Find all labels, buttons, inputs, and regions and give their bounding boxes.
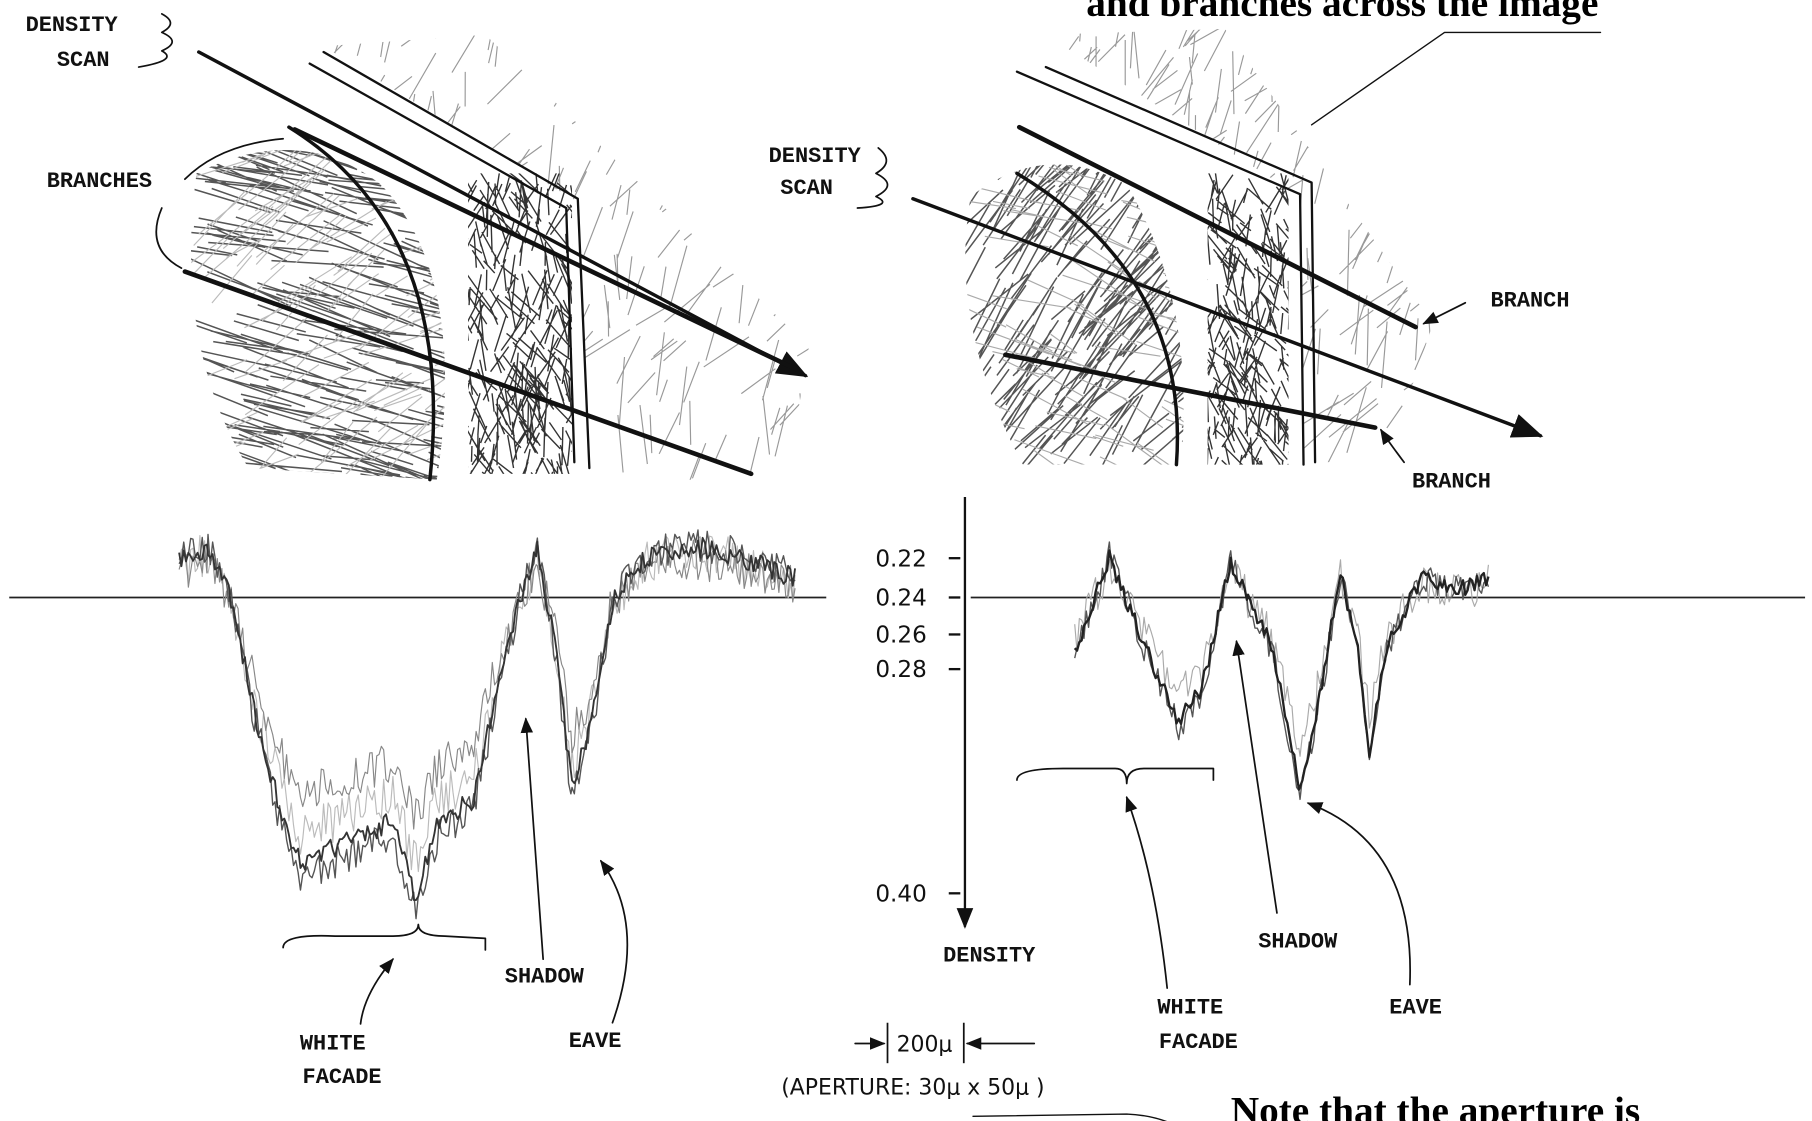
trace [179,536,795,872]
squiggle [139,14,173,67]
trace [179,538,795,900]
label: BRANCH [1412,470,1491,495]
label: WHITE [300,1031,366,1056]
label: EAVE [1389,996,1442,1021]
tick-label: 0.26 [875,623,926,649]
underline [973,1114,1179,1121]
trace [179,530,795,919]
tick-label: 0.22 [875,546,926,572]
hatching [174,116,579,520]
hatching [1040,0,1485,466]
leader [1237,641,1277,913]
hatch-strokes [1040,0,1485,466]
label: BRANCHES [47,169,152,194]
label: SCAN [57,48,110,73]
tick-label: 0.24 [875,586,926,612]
leader [1424,303,1466,324]
leader [526,719,543,959]
note: and branches across the image [1086,0,1598,25]
hatch-strokes [174,116,579,520]
label: EAVE [569,1029,622,1054]
leader [361,959,393,1024]
axis-ticks: 0.22 0.24 0.26 0.28 0.40 [875,546,960,907]
label: DENSITY [769,144,862,169]
figure: 0.22 0.24 0.26 0.28 0.40 DENSITY DENSITY SCA… [0,0,1812,1121]
label: SHADOW [1258,930,1338,955]
label: FACADE [1159,1030,1238,1055]
density-traces [179,530,1488,919]
aperture: (APERTURE: 30μ x 50μ ) [781,1075,1044,1100]
label: SCAN [780,176,833,201]
hatch-strokes [1186,168,1319,495]
tick-label: 0.28 [875,657,926,683]
squiggle [857,148,887,208]
label: WHITE [1157,996,1223,1021]
leader [1312,32,1601,124]
label: SHADOW [505,964,585,989]
leader [156,208,181,268]
leader [1127,797,1167,988]
label: FACADE [303,1065,382,1090]
leader [601,861,627,1023]
scale-length: 200μ [897,1033,953,1058]
leader [1308,803,1410,984]
axis-label: DENSITY [943,943,1036,968]
label: DENSITY [26,13,119,38]
brace [1017,769,1213,784]
label: BRANCH [1491,288,1570,313]
leader [1381,430,1404,462]
tick-label: 0.40 [875,881,926,907]
brace [283,925,485,950]
hatching [1186,168,1319,495]
note: Note that the aperture is [1231,1089,1640,1121]
